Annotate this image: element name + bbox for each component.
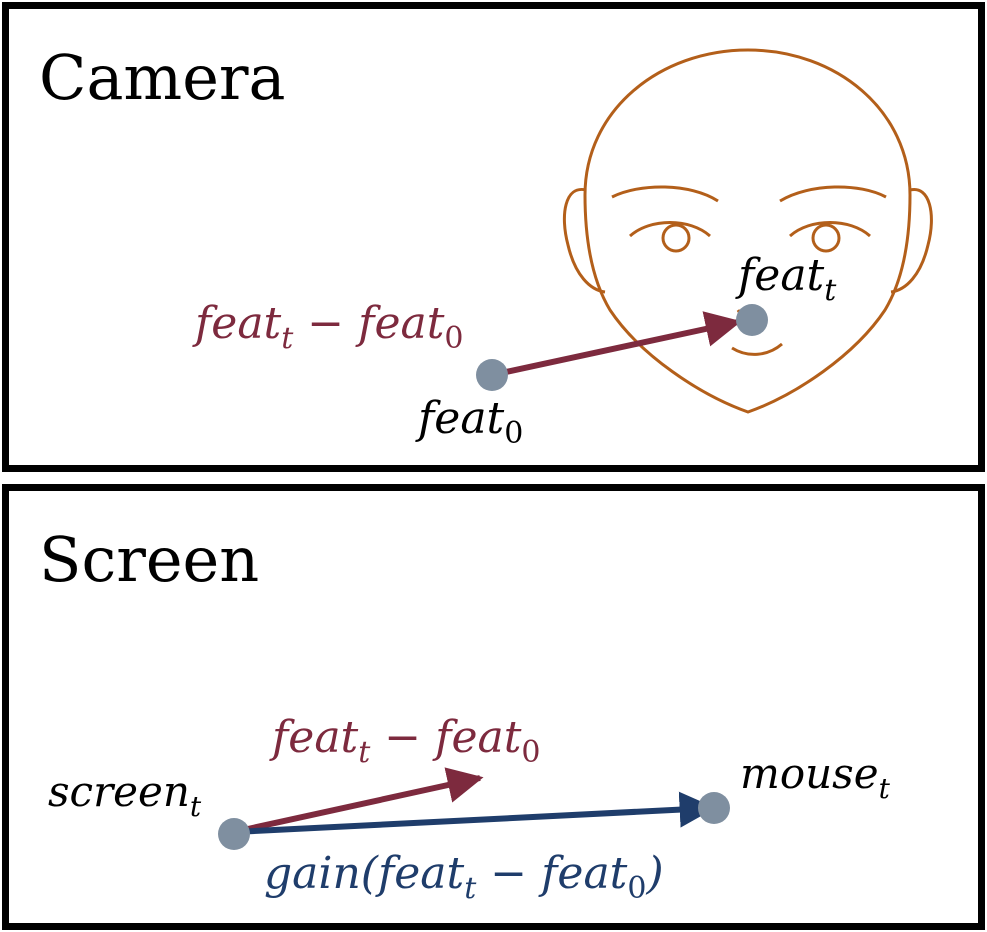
head-outline	[583, 48, 912, 414]
diff-a: feat	[192, 298, 282, 349]
diff-b-sub: 0	[444, 321, 463, 356]
left-eye	[661, 223, 691, 253]
featt-point	[736, 304, 768, 336]
mouse-point	[698, 792, 730, 824]
mouse-label: mouset	[740, 749, 891, 805]
left-eyelid	[628, 221, 712, 238]
right-eye	[811, 223, 841, 253]
featt-label-sub: t	[824, 273, 837, 308]
gain-op: −	[476, 848, 541, 899]
sdiff-b-sub: 0	[521, 735, 540, 770]
sdiff-a-sub: t	[358, 735, 371, 770]
screen-gain-arrow	[233, 791, 716, 835]
feat0-label: feat0	[415, 393, 523, 451]
gain-b-sub: 0	[627, 871, 646, 906]
left-eyebrow	[611, 185, 719, 203]
gain-b: feat	[538, 848, 628, 899]
mouth	[731, 342, 783, 356]
right-ear	[890, 188, 933, 294]
camera-title: Camera	[39, 41, 286, 114]
feat0-label-main: feat	[415, 393, 505, 444]
gain-post: )	[645, 848, 663, 899]
sdiff-b: feat	[432, 712, 522, 763]
sdiff-a: feat	[269, 712, 359, 763]
screen-title: Screen	[39, 523, 260, 596]
screen-label: screent	[48, 767, 202, 823]
screen-label-sub: t	[190, 790, 202, 823]
screen-panel: Screen	[2, 484, 985, 930]
screen-point	[218, 818, 250, 850]
face-illustration	[562, 48, 933, 414]
gain-pre: gain(feat	[264, 848, 465, 899]
mouse-label-main: mouse	[740, 749, 879, 798]
camera-diff-arrow	[491, 311, 742, 378]
camera-panel: Camera	[2, 2, 985, 472]
screen-diff-arrow	[233, 767, 484, 835]
screen-gain-label: gain(featt − feat0)	[264, 848, 664, 906]
diff-a-sub: t	[281, 321, 294, 356]
screen-diff-label: featt − feat0	[269, 712, 541, 770]
screen-label-main: screen	[48, 767, 190, 816]
right-eyebrow	[779, 185, 887, 203]
right-eyelid	[788, 221, 872, 238]
left-ear	[562, 188, 606, 294]
diff-b: feat	[355, 298, 445, 349]
gain-a-sub: t	[464, 871, 477, 906]
sdiff-op: −	[370, 712, 435, 763]
featt-label-main: feat	[735, 250, 825, 301]
camera-diff-label: featt − feat0	[192, 298, 464, 356]
mouse-label-sub: t	[879, 772, 891, 805]
featt-label: featt	[735, 250, 837, 308]
feat0-point	[476, 359, 508, 391]
feat0-label-sub: 0	[504, 416, 523, 451]
diff-op: −	[293, 298, 358, 349]
